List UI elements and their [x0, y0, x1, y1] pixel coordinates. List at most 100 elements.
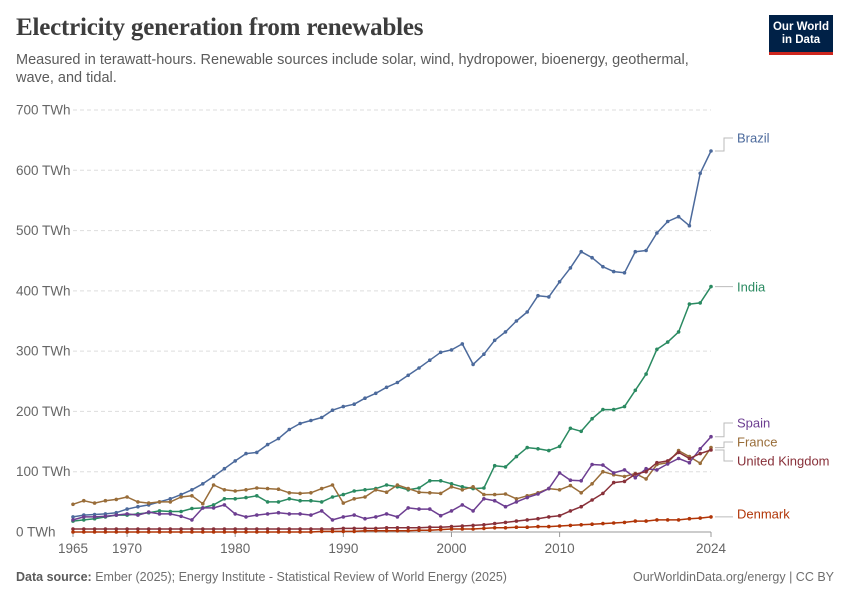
data-point-india: [428, 479, 432, 483]
data-point-united-kingdom: [201, 527, 205, 531]
data-point-france: [438, 491, 443, 496]
x-tick-label: 1965: [58, 541, 88, 556]
data-point-denmark: [179, 530, 183, 534]
series-line-denmark[interactable]: [73, 516, 712, 533]
series-line-spain[interactable]: [72, 436, 712, 521]
data-point-india: [557, 444, 562, 449]
data-point-france: [211, 483, 216, 487]
data-point-spain: [179, 514, 183, 519]
data-point-spain: [330, 518, 335, 522]
data-point-india: [82, 518, 86, 522]
data-point-india: [287, 497, 292, 501]
data-point-spain: [557, 471, 562, 475]
data-point-united-kingdom: [503, 520, 508, 525]
data-point-france: [363, 495, 367, 499]
data-point-spain: [254, 513, 259, 517]
data-point-india: [622, 404, 627, 409]
data-point-india: [254, 494, 259, 498]
data-point-brazil: [547, 295, 551, 299]
data-point-denmark: [687, 516, 692, 521]
data-point-india: [341, 492, 346, 497]
line-chart: 0 TWh 100 TWh 200 TWh 300 TWh 400 TWh 500 TWh…: [16, 103, 830, 557]
data-point-united-kingdom: [698, 451, 702, 456]
data-point-brazil: [71, 515, 75, 519]
data-point-spain: [406, 506, 411, 510]
series-line-united-kingdom[interactable]: [73, 449, 712, 530]
data-point-spain: [82, 515, 86, 519]
data-point-spain: [655, 468, 659, 472]
data-point-france: [568, 483, 573, 488]
series-line-india[interactable]: [72, 286, 712, 522]
data-point-india: [417, 486, 421, 490]
data-point-denmark: [114, 530, 119, 534]
data-point-france: [103, 498, 108, 503]
data-point-united-kingdom: [287, 527, 292, 531]
series-label-france[interactable]: France: [737, 435, 777, 450]
data-point-brazil: [492, 338, 497, 343]
data-point-brazil: [352, 402, 357, 407]
data-point-spain: [568, 478, 573, 483]
data-point-spain: [244, 515, 248, 519]
data-point-denmark: [460, 527, 465, 531]
data-point-india: [547, 448, 551, 453]
data-point-brazil: [633, 249, 638, 254]
data-point-spain: [676, 456, 681, 461]
data-point-denmark: [211, 530, 216, 534]
data-point-france: [179, 495, 183, 499]
data-point-spain: [471, 509, 475, 513]
data-point-spain: [201, 506, 205, 510]
data-point-france: [374, 488, 378, 492]
data-point-denmark: [190, 530, 194, 534]
data-point-france: [201, 501, 205, 506]
data-point-united-kingdom: [179, 527, 183, 531]
data-point-spain: [622, 468, 627, 472]
data-point-india: [492, 463, 497, 468]
data-point-denmark: [417, 528, 421, 532]
data-point-brazil: [287, 427, 292, 432]
source-link[interactable]: OurWorldinData.org/energy | CC BY: [632, 570, 834, 584]
data-point-india: [709, 284, 713, 289]
series-line-france[interactable]: [72, 447, 712, 506]
x-tick-label: 1970: [112, 541, 142, 556]
data-point-france: [319, 486, 324, 491]
data-point-spain: [482, 497, 486, 501]
data-point-france: [482, 492, 486, 497]
data-point-united-kingdom: [254, 527, 259, 531]
series-label-spain[interactable]: Spain: [737, 416, 770, 431]
series-labels: Brazil India France Spain United Kingdom Denm…: [715, 131, 830, 522]
data-point-france: [492, 492, 497, 497]
data-point-united-kingdom: [492, 521, 497, 526]
data-point-india: [449, 482, 454, 486]
series-label-india[interactable]: India: [737, 280, 766, 295]
data-point-denmark: [244, 530, 248, 534]
data-point-denmark: [233, 530, 237, 534]
data-point-india: [276, 500, 281, 504]
data-point-united-kingdom: [103, 527, 108, 531]
series-label-brazil[interactable]: Brazil: [737, 131, 770, 146]
data-point-india: [536, 447, 540, 451]
data-point-brazil: [384, 385, 389, 390]
data-point-spain: [417, 507, 421, 511]
data-point-united-kingdom: [676, 450, 681, 455]
data-point-brazil: [525, 310, 529, 314]
data-point-denmark: [92, 530, 97, 534]
data-point-spain: [114, 513, 119, 517]
data-point-france: [460, 488, 465, 492]
owid-logo[interactable]: Our World in Data: [769, 15, 833, 55]
data-point-spain: [601, 463, 605, 467]
data-point-france: [168, 500, 173, 504]
data-point-spain: [92, 515, 97, 519]
data-point-brazil: [211, 474, 216, 479]
data-point-spain: [698, 447, 702, 451]
data-point-united-kingdom: [536, 516, 540, 521]
data-point-india: [157, 509, 162, 513]
data-point-spain: [157, 512, 162, 516]
data-point-france: [384, 490, 389, 495]
series-label-united-kingdom[interactable]: United Kingdom: [737, 454, 830, 469]
series-line-brazil[interactable]: [72, 150, 712, 518]
data-point-spain: [309, 513, 313, 517]
data-point-spain: [633, 475, 638, 480]
series-label-denmark[interactable]: Denmark: [737, 507, 790, 522]
data-point-united-kingdom: [568, 509, 573, 513]
data-point-united-kingdom: [211, 527, 216, 531]
